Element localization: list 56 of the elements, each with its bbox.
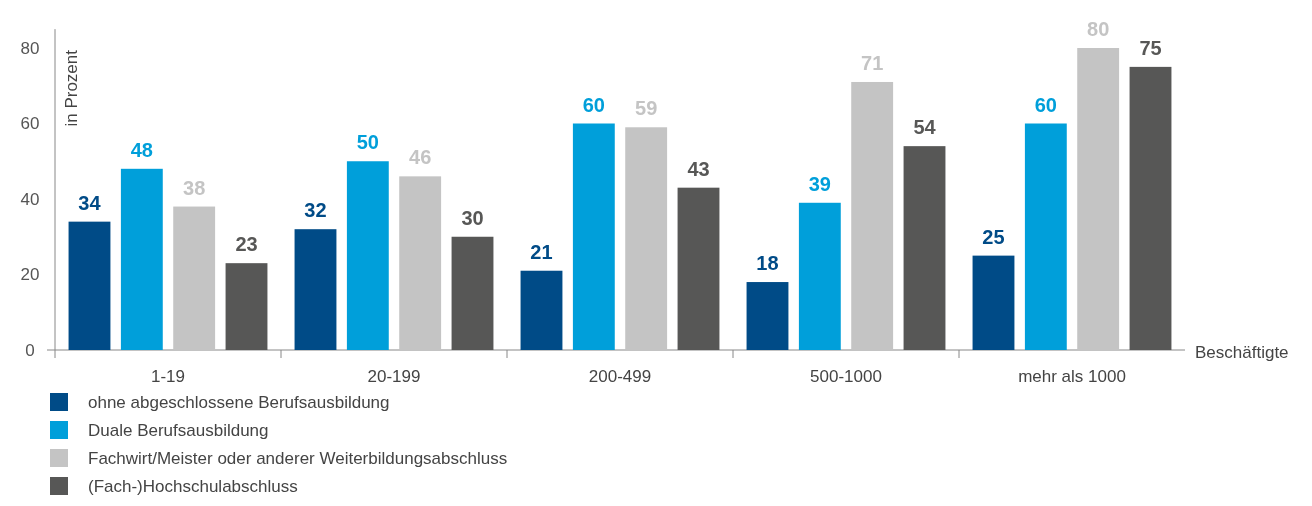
data-label: 46	[409, 146, 432, 169]
data-label: 80	[1087, 18, 1110, 40]
data-label: 75	[1139, 36, 1162, 59]
bar	[520, 270, 563, 350]
data-label: 23	[235, 233, 258, 256]
data-label: 59	[635, 97, 658, 120]
bar	[572, 123, 615, 350]
data-label: 18	[756, 252, 779, 275]
bar	[346, 161, 389, 350]
data-label: 60	[582, 93, 605, 116]
legend-label: Duale Berufsausbildung	[88, 420, 269, 440]
x-tick-label: 1-19	[150, 367, 186, 386]
data-label: 48	[130, 138, 153, 161]
legend-label: Fachwirt/Meister oder anderer Weiterbildungsabschluss	[88, 448, 508, 468]
data-label: 25	[982, 225, 1005, 248]
x-tick-label: 200-499	[588, 367, 652, 386]
bar	[1129, 66, 1172, 350]
bar	[1077, 48, 1120, 350]
legend-label: ohne abgeschlossene Berufsausbildung	[88, 392, 390, 412]
bar	[972, 255, 1015, 350]
bar	[746, 282, 789, 350]
x-axis-title: Beschäftigte	[1195, 343, 1289, 362]
bar	[294, 229, 337, 350]
legend-label: (Fach-)Hochschulabschluss	[88, 476, 298, 496]
data-label: 34	[78, 191, 102, 214]
bar	[120, 168, 163, 350]
bar	[677, 187, 720, 350]
data-label: 60	[1034, 93, 1057, 116]
y-tick-label: 60	[20, 114, 40, 134]
bar	[798, 202, 841, 350]
bar	[1024, 123, 1067, 350]
bar	[399, 176, 442, 350]
bar	[625, 127, 668, 350]
y-tick-label: 80	[20, 38, 40, 58]
x-tick-label: 20-199	[367, 367, 421, 386]
bar	[225, 263, 268, 350]
data-label: 71	[861, 51, 884, 74]
bar	[903, 146, 946, 350]
bar	[173, 206, 216, 350]
bar	[68, 221, 111, 350]
data-label: 38	[183, 176, 206, 199]
y-tick-label: 20	[20, 265, 40, 285]
data-label: 43	[687, 157, 710, 180]
data-label: 50	[356, 131, 379, 154]
bar	[851, 81, 894, 350]
data-label: 21	[530, 240, 553, 263]
y-tick-label: 40	[20, 189, 40, 209]
data-label: 54	[913, 116, 937, 139]
data-label: 32	[304, 199, 327, 222]
x-tick-label: 500-1000	[810, 367, 882, 386]
data-label: 30	[461, 206, 484, 229]
y-tick-label: 0	[25, 340, 35, 360]
y-axis-title: in Prozent	[62, 49, 81, 127]
bar	[451, 236, 494, 350]
x-tick-label: mehr als 1000	[1018, 367, 1126, 386]
data-label: 39	[808, 172, 831, 195]
